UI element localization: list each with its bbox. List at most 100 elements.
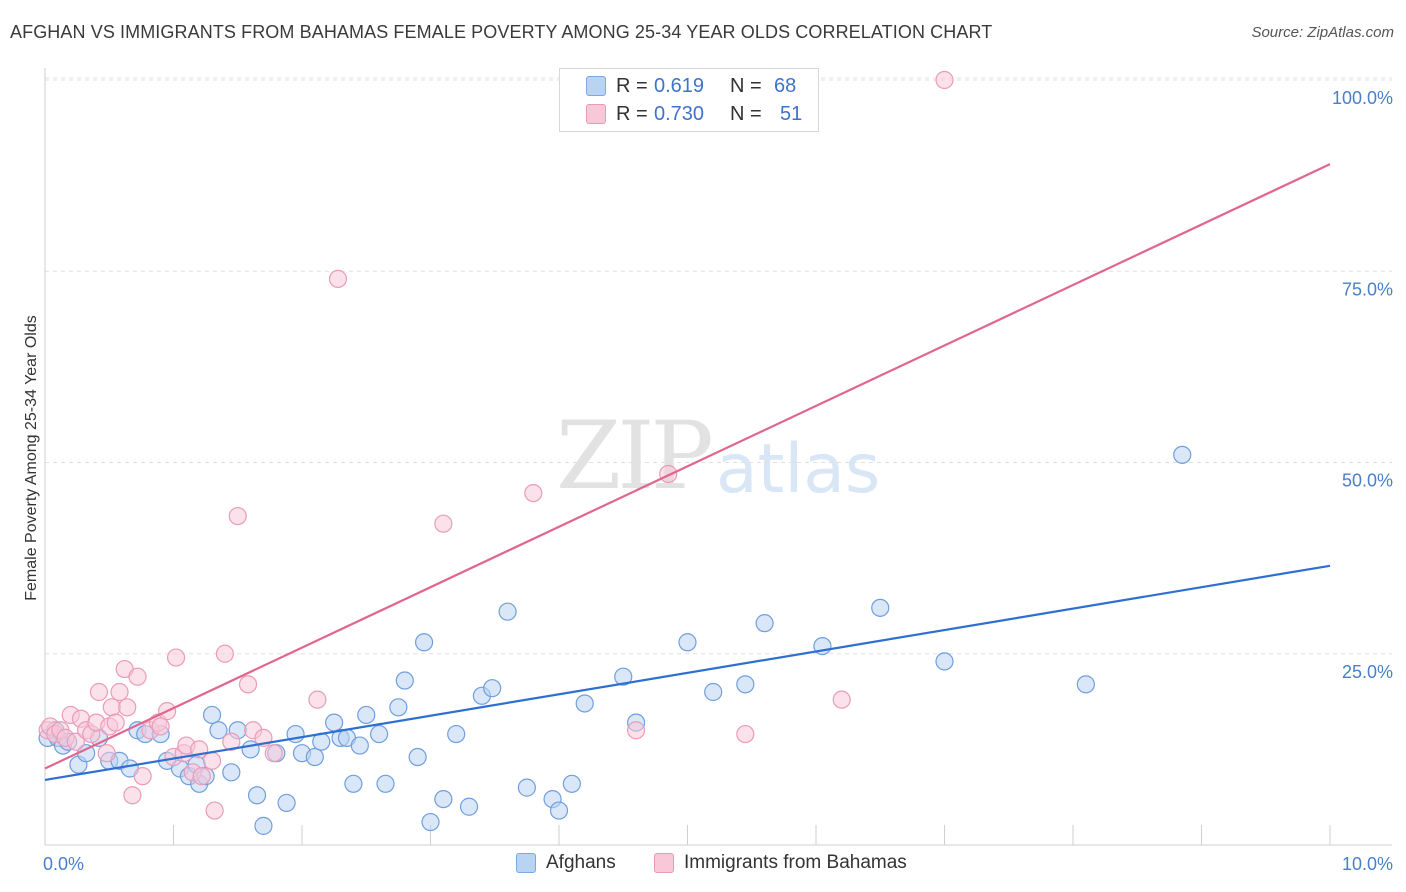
bahamas-point (832, 690, 851, 709)
afghans-point (483, 679, 502, 698)
legend-label-bahamas: Immigrants from Bahamas (684, 852, 907, 873)
afghans-point (247, 786, 267, 805)
bahamas-trend-line (44, 163, 1331, 770)
bahamas-point (524, 484, 543, 503)
afghans-point (421, 812, 440, 832)
legend-row-afghans: R = 0.619 N = 68 (586, 74, 796, 98)
bahamas-point (736, 724, 755, 744)
legend-swatch-bahamas (586, 104, 606, 124)
chart-title: AFGHAN VS IMMIGRANTS FROM BAHAMAS FEMALE… (10, 22, 993, 42)
x-tick-label: 0.0% (43, 854, 84, 874)
axes (44, 68, 1392, 846)
bahamas-point (66, 732, 85, 751)
afghans-point (447, 724, 466, 744)
watermark-zip: ZIP (556, 402, 714, 511)
afghans-point (459, 797, 479, 816)
afghans-point (549, 801, 569, 820)
bahamas-point (133, 767, 152, 786)
ticks: 25.0% 50.0% 75.0% 100.0% 0.0% 10.0% (43, 88, 1393, 874)
afghans-point (305, 747, 324, 767)
series-afghans (38, 445, 1192, 835)
afghans-point (1173, 445, 1192, 464)
bahamas-point (97, 744, 116, 763)
afghans-point (389, 698, 408, 717)
correlation-legend: R = 0.619 N = 68 R = 0.730 N = 51 (559, 68, 819, 132)
bahamas-point (434, 514, 453, 533)
afghans-point (517, 778, 536, 797)
axis-labels: Female Poverty Among 25-34 Year Olds (23, 315, 40, 601)
afghans-point (755, 614, 774, 633)
legend-n-value: 51 (780, 102, 803, 125)
afghans-point (434, 789, 453, 809)
bahamas-point (328, 269, 348, 288)
afghans-point (562, 774, 581, 793)
legend-item-bahamas[interactable]: Immigrants from Bahamas (654, 852, 907, 874)
afghans-point (871, 598, 890, 617)
legend-swatch-afghans (516, 853, 536, 873)
afghans-point (202, 705, 222, 725)
legend-n-label: N = (730, 74, 762, 97)
grid (45, 77, 1392, 655)
bahamas-point (89, 682, 109, 702)
trend-lines (44, 163, 1331, 782)
legend-n-label: N = (730, 102, 762, 125)
source-label: Source: ZipAtlas.com (1251, 24, 1394, 41)
y-tick-label: 100.0% (1332, 88, 1393, 108)
afghans-point (736, 675, 755, 694)
bahamas-point (308, 690, 327, 709)
bahamas-point (202, 751, 222, 770)
legend-n-value: 68 (774, 74, 797, 97)
bahamas-point (935, 70, 954, 90)
legend-swatch-bahamas (654, 853, 674, 873)
bahamas-point (118, 698, 137, 717)
afghans-point (935, 652, 954, 671)
afghans-point (575, 694, 594, 713)
series-legend: Afghans Immigrants from Bahamas (0, 852, 1406, 878)
afghans-point (222, 763, 241, 782)
bahamas-point (166, 648, 186, 667)
watermark-atlas: atlas (716, 430, 881, 509)
legend-r-value: 0.619 (654, 74, 705, 97)
bahamas-point (192, 767, 211, 786)
bahamas-point (264, 744, 283, 763)
y-tick-label: 75.0% (1342, 279, 1393, 299)
bahamas-point (626, 721, 646, 740)
afghans-point (370, 724, 389, 744)
afghans-point (408, 747, 427, 767)
afghans-point (209, 721, 228, 740)
bahamas-point (123, 786, 142, 805)
legend-swatch-afghans (586, 76, 606, 96)
afghans-point (254, 816, 273, 835)
y-tick-label: 25.0% (1342, 662, 1393, 682)
legend-item-afghans[interactable]: Afghans (516, 852, 616, 874)
bahamas-point (106, 713, 125, 732)
bahamas-point (222, 732, 241, 751)
bahamas-point (659, 464, 678, 484)
afghans-point (350, 736, 369, 755)
legend-r-label: R = (616, 102, 648, 125)
x-tick-label: 10.0% (1342, 854, 1393, 874)
afghans-point (414, 633, 434, 652)
afghans-point (614, 667, 633, 686)
legend-row-bahamas: R = 0.730 N = 51 (586, 102, 802, 126)
afghans-point (704, 682, 723, 702)
bahamas-point (215, 644, 234, 663)
bahamas-point (228, 506, 247, 526)
bahamas-point (102, 698, 121, 717)
afghans-point (678, 633, 697, 652)
bahamas-point (238, 675, 258, 694)
afghans-point (1076, 675, 1095, 694)
legend-label-afghans: Afghans (546, 852, 616, 873)
bahamas-point (128, 667, 147, 686)
afghans-point (498, 602, 517, 621)
afghans-point (357, 705, 376, 725)
afghans-point (325, 713, 344, 732)
y-tick-label: 50.0% (1342, 471, 1393, 491)
afghans-point (395, 671, 414, 690)
afghans-trend-line (44, 564, 1331, 782)
afghans-point (277, 793, 296, 813)
y-axis-title: Female Poverty Among 25-34 Year Olds (23, 315, 40, 601)
afghans-point (376, 774, 395, 793)
legend-r-label: R = (616, 74, 648, 97)
